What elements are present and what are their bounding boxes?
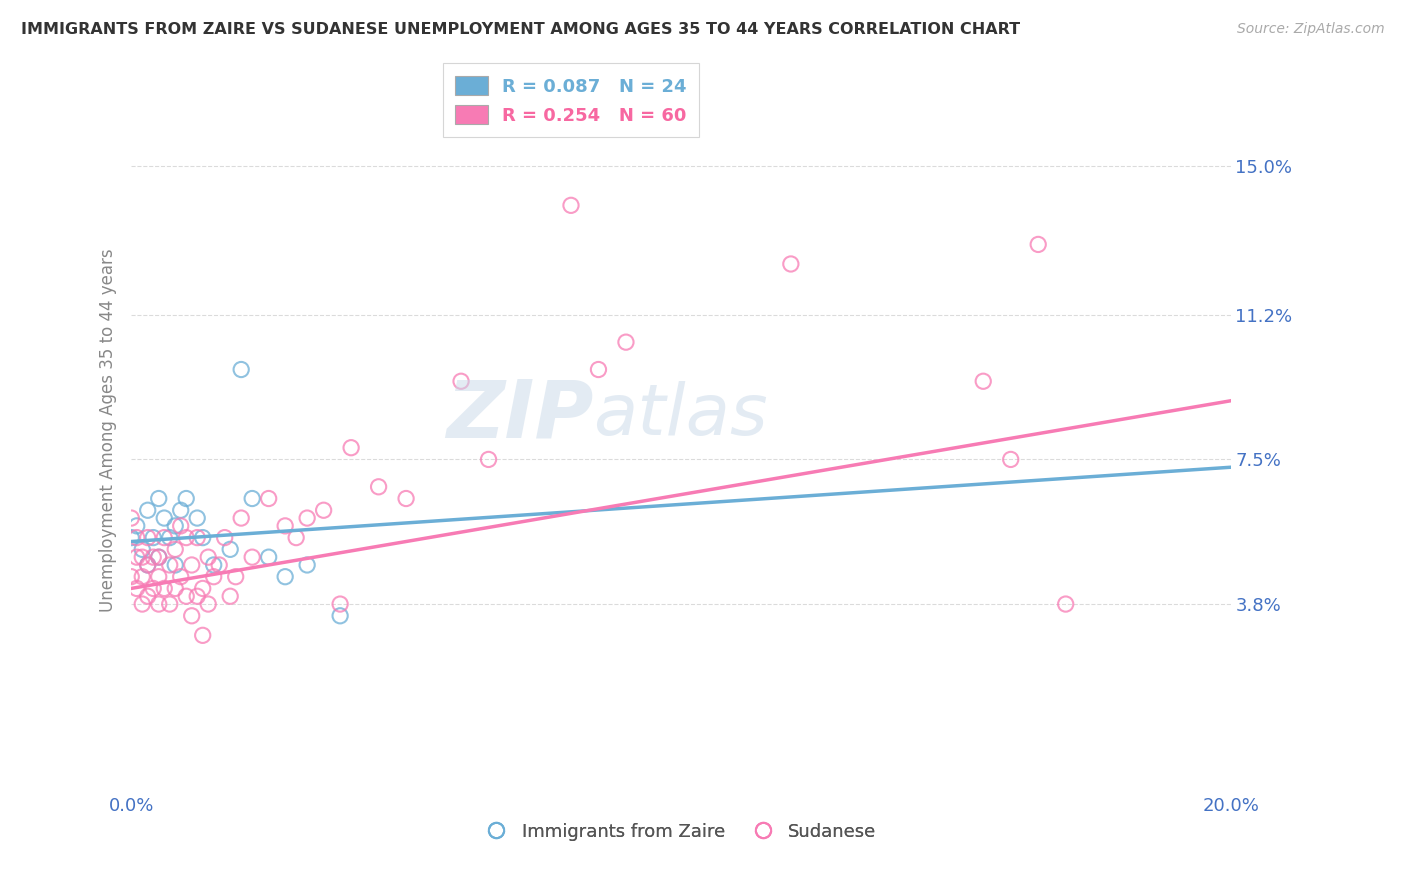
Point: [186, 589, 208, 603]
Point: [225, 570, 247, 584]
Point: [148, 491, 170, 506]
Point: [174, 491, 197, 506]
Y-axis label: Unemployment Among Ages 35 to 44 years: Unemployment Among Ages 35 to 44 years: [100, 248, 117, 612]
Point: [165, 519, 187, 533]
Point: [186, 531, 208, 545]
Point: [395, 491, 418, 506]
Point: [136, 531, 159, 545]
Point: [136, 558, 159, 572]
Text: Source: ZipAtlas.com: Source: ZipAtlas.com: [1237, 22, 1385, 37]
Text: ZIP: ZIP: [446, 376, 593, 455]
Text: atlas: atlas: [593, 381, 768, 450]
Point: [125, 582, 148, 596]
Point: [148, 550, 170, 565]
Point: [257, 550, 280, 565]
Point: [125, 531, 148, 545]
Point: [170, 503, 193, 517]
Point: [125, 519, 148, 533]
Point: [1000, 452, 1022, 467]
Point: [972, 374, 994, 388]
Point: [285, 531, 308, 545]
Point: [165, 558, 187, 572]
Point: [125, 550, 148, 565]
Point: [202, 570, 225, 584]
Point: [274, 519, 297, 533]
Point: [131, 550, 153, 565]
Point: [159, 531, 181, 545]
Point: [159, 558, 181, 572]
Point: [142, 531, 165, 545]
Point: [191, 531, 214, 545]
Point: [142, 582, 165, 596]
Point: [274, 570, 297, 584]
Point: [779, 257, 801, 271]
Point: [131, 542, 153, 557]
Point: [208, 558, 231, 572]
Point: [180, 608, 202, 623]
Point: [197, 597, 219, 611]
Point: [136, 589, 159, 603]
Point: [131, 570, 153, 584]
Point: [159, 597, 181, 611]
Point: [231, 362, 253, 376]
Point: [148, 550, 170, 565]
Text: IMMIGRANTS FROM ZAIRE VS SUDANESE UNEMPLOYMENT AMONG AGES 35 TO 44 YEARS CORRELA: IMMIGRANTS FROM ZAIRE VS SUDANESE UNEMPL…: [21, 22, 1021, 37]
Legend: Immigrants from Zaire, Sudanese: Immigrants from Zaire, Sudanese: [478, 815, 883, 847]
Point: [477, 452, 499, 467]
Point: [450, 374, 472, 388]
Point: [295, 558, 318, 572]
Point: [131, 597, 153, 611]
Point: [153, 511, 176, 525]
Point: [174, 531, 197, 545]
Point: [257, 491, 280, 506]
Point: [170, 519, 193, 533]
Point: [165, 582, 187, 596]
Point: [1026, 237, 1049, 252]
Point: [180, 558, 202, 572]
Point: [367, 480, 389, 494]
Point: [153, 531, 176, 545]
Point: [120, 511, 142, 525]
Point: [153, 582, 176, 596]
Point: [120, 531, 142, 545]
Point: [191, 628, 214, 642]
Point: [142, 550, 165, 565]
Point: [295, 511, 318, 525]
Point: [329, 608, 352, 623]
Point: [148, 570, 170, 584]
Point: [1054, 597, 1077, 611]
Point: [231, 511, 253, 525]
Point: [202, 558, 225, 572]
Point: [614, 335, 637, 350]
Point: [186, 511, 208, 525]
Point: [329, 597, 352, 611]
Point: [340, 441, 363, 455]
Point: [191, 582, 214, 596]
Point: [214, 531, 236, 545]
Point: [197, 550, 219, 565]
Point: [219, 589, 242, 603]
Point: [240, 550, 263, 565]
Point: [136, 503, 159, 517]
Point: [165, 542, 187, 557]
Point: [240, 491, 263, 506]
Point: [148, 597, 170, 611]
Point: [219, 542, 242, 557]
Point: [560, 198, 582, 212]
Point: [120, 570, 142, 584]
Point: [174, 589, 197, 603]
Point: [170, 570, 193, 584]
Point: [588, 362, 610, 376]
Point: [312, 503, 335, 517]
Point: [136, 558, 159, 572]
